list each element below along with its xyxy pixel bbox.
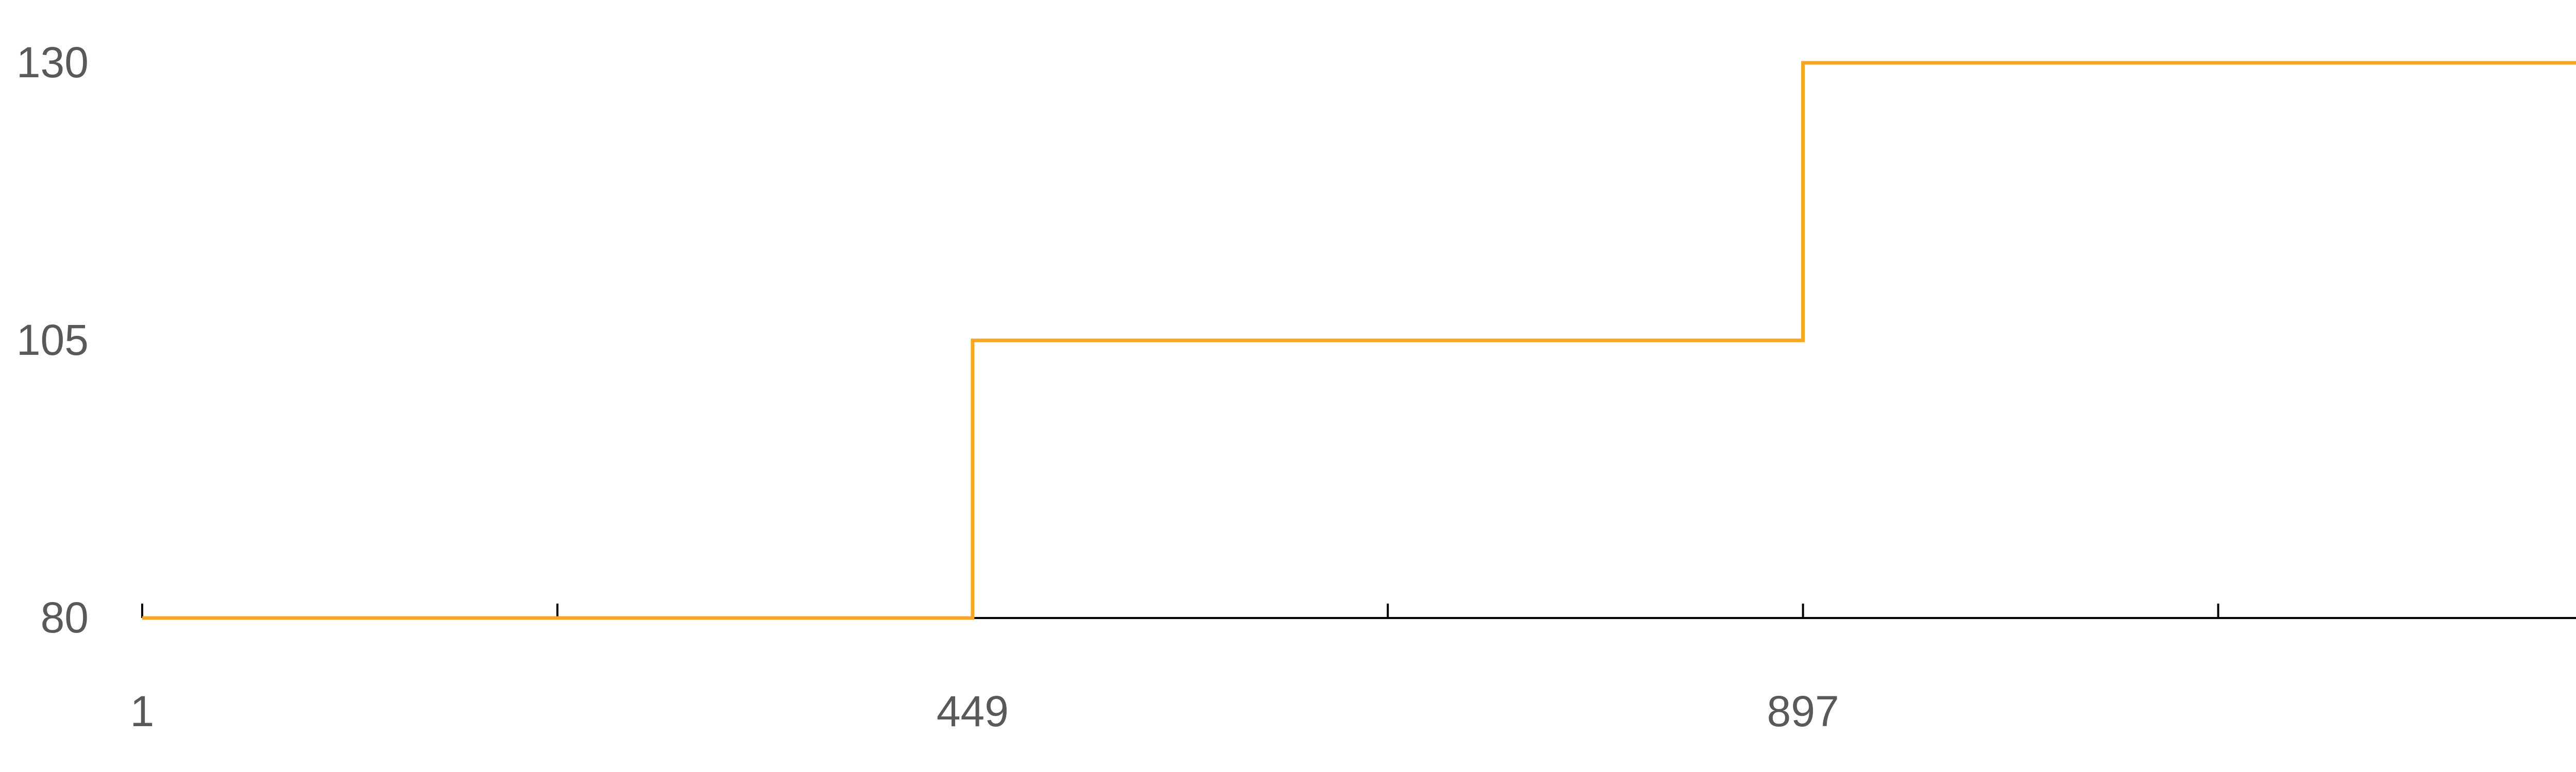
- x-tick-label: 1: [130, 687, 155, 735]
- x-tick-label: 897: [1767, 687, 1839, 735]
- series-line-0: [142, 61, 2576, 620]
- y-tick-label: 130: [16, 38, 89, 87]
- y-tick-label: 105: [16, 316, 89, 364]
- y-tick-label: 80: [41, 593, 89, 642]
- x-tick-label: 449: [937, 687, 1009, 735]
- x-axis: [141, 604, 2576, 619]
- x-axis-tick-labels: 1 449 897: [130, 687, 1839, 735]
- y-axis-tick-labels: 80 105 130: [16, 38, 89, 642]
- series-layer: [142, 61, 2576, 620]
